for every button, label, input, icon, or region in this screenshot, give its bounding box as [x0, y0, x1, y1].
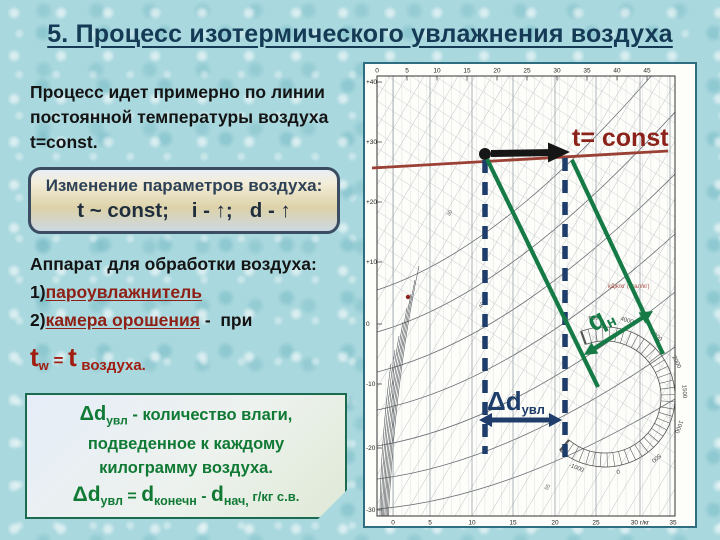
- top-axis-label: 10: [433, 68, 441, 75]
- bottom-axis-label: 25: [592, 520, 600, 527]
- formula-d2-sub: конечн: [154, 494, 197, 509]
- formula-d2: d: [141, 483, 155, 507]
- svg-text:30: 30: [446, 209, 454, 217]
- top-axis-label: 5: [405, 68, 409, 75]
- delta-subscript: увл: [106, 413, 128, 428]
- formula-d3: d: [210, 483, 224, 507]
- green-ray-1: [485, 158, 600, 388]
- delta-symbol: Δd: [79, 403, 107, 425]
- bottom-axis-label: 20: [551, 520, 559, 527]
- process-arrow-head: [548, 142, 570, 163]
- chart-grid: 30 40 50 55: [377, 76, 675, 516]
- apparatus-item-2: 2)камера орошения - при: [30, 306, 360, 334]
- left-axis-label: -30: [366, 507, 376, 514]
- delta-formula: Δdувл = dконечн - dнач, г/кг с.в.: [27, 483, 345, 508]
- cond-t2: t: [68, 342, 77, 372]
- apparatus-heading: Аппарат для обработки воздуха:: [30, 254, 317, 274]
- svg-text:500: 500: [649, 452, 661, 463]
- condition-formula: tw = t воздуха.: [30, 342, 360, 374]
- formula-minus: -: [196, 488, 211, 506]
- process-arrow-shaft: [490, 149, 549, 157]
- dd-label: Δdувл: [487, 386, 545, 417]
- bottom-axis-label: 15: [509, 520, 517, 527]
- id-diagram-panel: 30 40 50 55 0 5 10 15 20 25 30 35 40 45 +40 +30 +20 +10 0-…: [363, 62, 697, 528]
- item2-link: камера орошения: [45, 310, 200, 330]
- cond-sub1: w: [38, 358, 49, 374]
- cond-sub2: воздуха.: [81, 357, 146, 375]
- svg-text:1500: 1500: [680, 385, 687, 399]
- svg-text:-1000: -1000: [568, 463, 585, 475]
- left-axis-label: +30: [366, 139, 377, 146]
- slide-title: 5. Процесс изотермического увлажнения во…: [47, 20, 673, 48]
- svg-text:0: 0: [616, 469, 621, 476]
- cond-eq: =: [48, 351, 69, 370]
- intro-text: Процесс идет примерно по линии постоянно…: [30, 82, 329, 152]
- svg-text:40: 40: [478, 301, 486, 309]
- corner-units-label: кДж/кг (ккал/кг): [608, 284, 650, 290]
- left-axis-label: +10: [366, 259, 377, 266]
- svg-text:1000: 1000: [673, 419, 684, 434]
- left-axis-label: -10: [366, 381, 376, 388]
- chart-border: [376, 75, 676, 517]
- cond-t1: t: [30, 342, 39, 372]
- t-const-label: t= const: [572, 124, 669, 152]
- svg-text:55: 55: [544, 483, 552, 491]
- top-axis-label: 15: [463, 68, 471, 75]
- svg-text:2000: 2000: [670, 355, 682, 370]
- formula-eq: =: [122, 488, 142, 506]
- qn-arrow: [591, 314, 646, 352]
- aux-point-dot: [405, 294, 411, 300]
- delta-line-1: Δdувл - количество влаги,: [27, 402, 345, 432]
- bottom-axis-label: 10: [468, 520, 476, 527]
- top-axis-label: 30: [553, 68, 561, 75]
- left-axis-label: 0: [366, 321, 370, 328]
- left-axis-label: +20: [366, 199, 377, 206]
- formula-d3-sub: нач,: [223, 494, 249, 509]
- bottom-axis-label: 35: [669, 520, 677, 527]
- params-heading: Изменение параметров воздуха:: [45, 176, 323, 195]
- item1-number: 1): [30, 282, 46, 302]
- delta-line-3: килограмму воздуха.: [99, 459, 273, 478]
- start-point-dot: [479, 148, 491, 160]
- top-axis-label: 40: [613, 68, 621, 75]
- formula-units: г/кг с.в.: [248, 489, 300, 505]
- apparatus-block: Аппарат для обработки воздуха: 1)пароувл…: [30, 250, 360, 374]
- apparatus-item-1: 1)пароувлажнитель: [30, 278, 360, 306]
- top-axis-label: 0: [375, 68, 379, 75]
- bottom-axis-label: 5: [428, 520, 432, 527]
- green-ray-2: [570, 159, 665, 355]
- delta-line-2: подведенное к каждому: [87, 435, 285, 454]
- svg-text:5000: 5000: [588, 315, 603, 323]
- delta-line1-text: - количество влаги,: [132, 406, 293, 424]
- top-axis-label: 25: [523, 68, 531, 75]
- params-box: Изменение параметров воздуха: t ~ const;…: [28, 167, 340, 234]
- delta-definition-box: Δdувл - количество влаги, подведенное к …: [25, 393, 347, 519]
- top-axis-label: 20: [493, 68, 501, 75]
- top-axis-label: 35: [583, 68, 591, 75]
- left-axis-label: -20: [366, 445, 376, 452]
- top-axis-label: 45: [643, 68, 651, 75]
- item1-link: пароувлажнитель: [45, 282, 203, 302]
- process-line: [371, 149, 669, 170]
- item2-number: 2): [30, 310, 46, 330]
- bottom-axis-label: 0: [391, 520, 395, 527]
- bottom-axis-label: 30 г/кг: [631, 520, 650, 527]
- item2-suffix: - при: [199, 310, 253, 330]
- formula-delta: Δd: [72, 483, 101, 507]
- formula-delta-sub: увл: [100, 494, 123, 509]
- left-axis-label: +40: [366, 79, 377, 86]
- svg-text:4000: 4000: [620, 316, 635, 326]
- params-formula: t ~ const; i - ↑; d - ↑: [77, 199, 291, 222]
- svg-text:50: 50: [510, 393, 518, 401]
